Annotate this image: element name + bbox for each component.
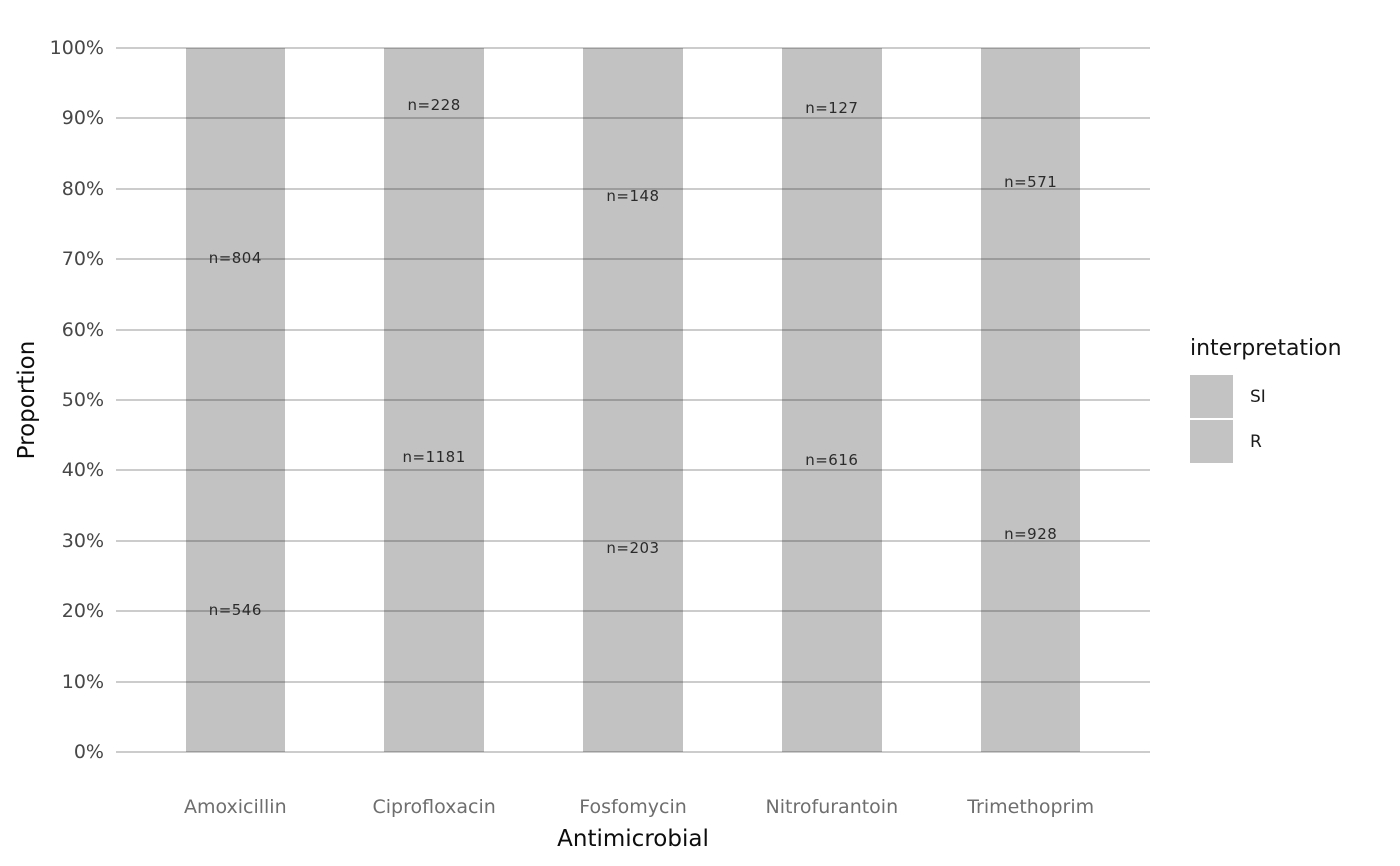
bar-trimethoprim [980,48,1081,752]
legend-item-si: SI [1190,375,1342,418]
y-tick-label-20%: 20% [61,600,104,623]
x-axis-title: Antimicrobial [557,826,709,852]
segment-label-r-fosfomycin: n=203 [606,539,660,558]
gridline-40% [116,469,1150,472]
y-tick-label-30%: 30% [61,529,104,552]
legend-item-r: R [1190,420,1342,463]
segment-label-si-fosfomycin: n=148 [606,187,660,206]
gridline-70% [116,258,1150,261]
y-tick-label-70%: 70% [61,248,104,271]
segment-label-si-ciprofloxacin: n=228 [407,95,461,114]
legend-swatch-r [1190,420,1233,463]
legend-label-r: R [1250,431,1262,452]
bar-ciprofloxacin [384,48,484,752]
gridline-60% [116,328,1150,331]
gridline-30% [116,539,1150,542]
y-tick-label-40%: 40% [61,459,104,482]
segment-label-si-trimethoprim: n=571 [1004,173,1058,192]
y-tick-label-60%: 60% [61,318,104,341]
gridline-10% [116,680,1150,683]
y-tick-label-90%: 90% [61,107,104,130]
segment-label-si-amoxicillin: n=804 [208,248,262,267]
x-tick-label-ciprofloxacin: Ciprofloxacin [372,796,496,818]
gridline-20% [116,610,1150,613]
legend: interpretation SI R [1190,336,1342,465]
segment-label-r-ciprofloxacin: n=1181 [402,447,466,466]
x-tick-label-amoxicillin: Amoxicillin [183,796,287,818]
x-tick-label-fosfomycin: Fosfomycin [579,796,687,818]
y-tick-label-100%: 100% [49,37,104,59]
bar-nitrofurantoin [782,48,882,752]
y-tick-label-10%: 10% [61,670,104,693]
x-tick-label-trimethoprim: Trimethoprim [967,796,1095,818]
y-tick-label-50%: 50% [61,389,104,411]
y-tick-label-80%: 80% [61,177,104,200]
segment-label-si-nitrofurantoin: n=127 [805,99,859,118]
segment-label-r-trimethoprim: n=928 [1004,525,1058,544]
segment-label-r-nitrofurantoin: n=616 [805,451,859,470]
gridline-80% [116,187,1150,190]
bar-fosfomycin [583,48,683,752]
legend-swatch-si [1190,375,1233,418]
gridline-0% [116,751,1150,753]
legend-label-si: SI [1250,386,1266,407]
gridline-50% [116,399,1150,401]
legend-title: interpretation [1190,336,1342,361]
bar-amoxicillin [185,48,286,752]
y-tick-label-0%: 0% [73,741,104,763]
segment-label-r-amoxicillin: n=546 [208,600,262,619]
x-tick-label-nitrofurantoin: Nitrofurantoin [765,796,899,818]
gridline-100% [116,47,1150,49]
gridline-90% [116,117,1150,120]
legend-items: SI R [1190,375,1342,463]
